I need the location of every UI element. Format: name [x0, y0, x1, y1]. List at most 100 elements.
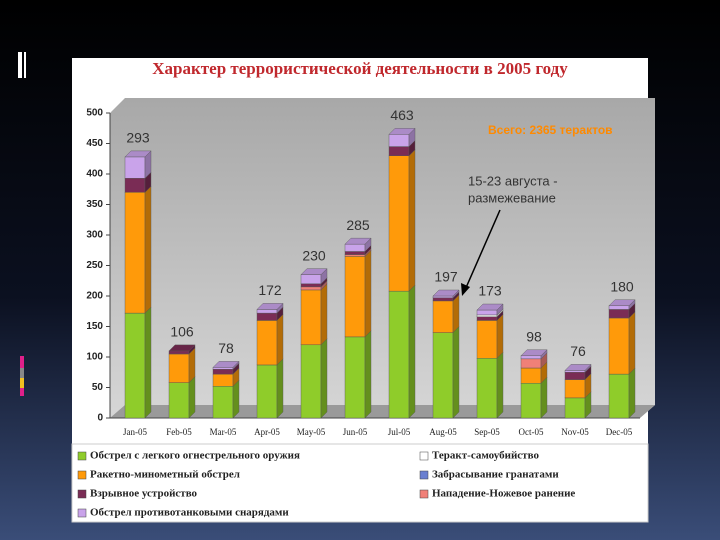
decor	[20, 388, 24, 396]
bar-label: 78	[218, 340, 234, 356]
bar-label: 172	[258, 282, 282, 298]
bar-segment	[256, 358, 284, 419]
bar-face	[212, 361, 240, 368]
chart-title: Характер террористической деятельности в…	[152, 59, 568, 78]
bar-face	[476, 316, 498, 321]
bar-face	[608, 299, 636, 306]
bar-face	[388, 290, 410, 419]
bar-face	[256, 320, 278, 366]
bar-face	[320, 338, 328, 419]
legend-swatch	[77, 489, 87, 499]
bar-face	[476, 314, 498, 317]
y-tick-label: 450	[86, 138, 103, 149]
x-tick-label: Feb-05	[166, 427, 192, 437]
bar-segment	[388, 284, 416, 419]
arrow	[464, 209, 501, 291]
bar-face	[232, 379, 240, 419]
bar-face	[608, 317, 630, 375]
bar-face	[432, 332, 454, 419]
y-tick-label: 0	[97, 413, 103, 424]
x-tick-label: Mar-05	[210, 427, 237, 437]
legend-label: Нападение-Ножевое ранение	[432, 488, 575, 500]
bar-face	[124, 192, 146, 314]
bar-segment	[300, 338, 328, 419]
bar-face	[628, 311, 636, 375]
x-tick-label: Apr-05	[254, 427, 280, 437]
bar-segment	[256, 313, 284, 366]
bar-face	[564, 397, 586, 419]
x-tick-label: Dec-05	[606, 427, 633, 437]
y-tick-label: 150	[86, 321, 103, 332]
bar-segment	[344, 330, 372, 419]
legend-swatch	[77, 470, 87, 480]
y-tick-label: 200	[86, 291, 103, 302]
bar-label: 106	[170, 324, 194, 340]
legend-label: Обстрел с легкого огнестрельного оружия	[90, 450, 300, 462]
bar-face	[388, 146, 410, 156]
bar-face	[276, 313, 284, 366]
bar-face	[168, 344, 196, 352]
bar-label: 463	[390, 107, 414, 123]
bar-label: 98	[526, 328, 542, 344]
bar-face	[212, 373, 234, 387]
bar-label: 197	[434, 269, 458, 285]
bar-face	[540, 376, 548, 419]
legend-label: Взрывное устройство	[90, 488, 198, 500]
bar-face	[344, 243, 366, 252]
bar-segment	[168, 376, 196, 419]
bar-label: 173	[478, 283, 502, 299]
x-tick-label: Jun-05	[343, 427, 368, 437]
bar-face	[476, 303, 504, 311]
y-tick-label: 300	[86, 230, 103, 241]
bar-face	[320, 283, 328, 346]
bar-face	[300, 289, 322, 345]
bar-face	[520, 349, 548, 356]
bar-face	[364, 249, 372, 338]
bar-face	[520, 355, 542, 360]
bar-face	[432, 297, 454, 302]
bar-face	[212, 386, 234, 419]
legend-swatch	[419, 489, 429, 499]
bar-segment	[168, 344, 196, 355]
bar-face	[212, 367, 234, 370]
bar-face	[344, 254, 366, 257]
bar-face	[124, 178, 146, 193]
bar-segment	[124, 150, 152, 179]
bar-face	[388, 134, 410, 147]
bar-segment	[608, 367, 636, 419]
back-wall	[110, 98, 655, 418]
bar-face	[452, 294, 460, 334]
annotation: размежевание	[468, 190, 556, 205]
bar-face	[276, 358, 284, 419]
bar-segment	[608, 311, 636, 375]
bar-segment	[476, 303, 504, 316]
bar-face	[496, 313, 504, 359]
decor	[18, 52, 22, 78]
bar-face	[300, 344, 322, 419]
bar-face	[344, 251, 366, 255]
bar-label: 76	[570, 343, 586, 359]
legend-swatch	[77, 508, 87, 518]
bar-face	[300, 286, 322, 291]
y-tick-label: 250	[86, 260, 103, 271]
legend-label: Ракетно-минометный обстрел	[90, 469, 240, 481]
bar-face	[168, 382, 190, 419]
legend-label: Теракт-самоубийство	[432, 450, 539, 462]
bar-segment	[300, 268, 328, 285]
bar-face	[432, 300, 454, 333]
bar-face	[124, 312, 146, 419]
bar-face	[628, 367, 636, 419]
bar-face	[300, 268, 328, 275]
bar-face	[520, 367, 542, 384]
bar-segment	[476, 313, 504, 359]
bar-segment	[476, 351, 504, 419]
bar-face	[408, 149, 416, 292]
bar-face	[344, 237, 372, 245]
bar-segment	[432, 326, 460, 419]
decor	[20, 378, 24, 388]
bar-face	[608, 305, 630, 310]
bar-label: 230	[302, 247, 326, 263]
bar-label: 180	[610, 278, 634, 294]
legend	[71, 443, 649, 523]
floor	[110, 405, 655, 418]
